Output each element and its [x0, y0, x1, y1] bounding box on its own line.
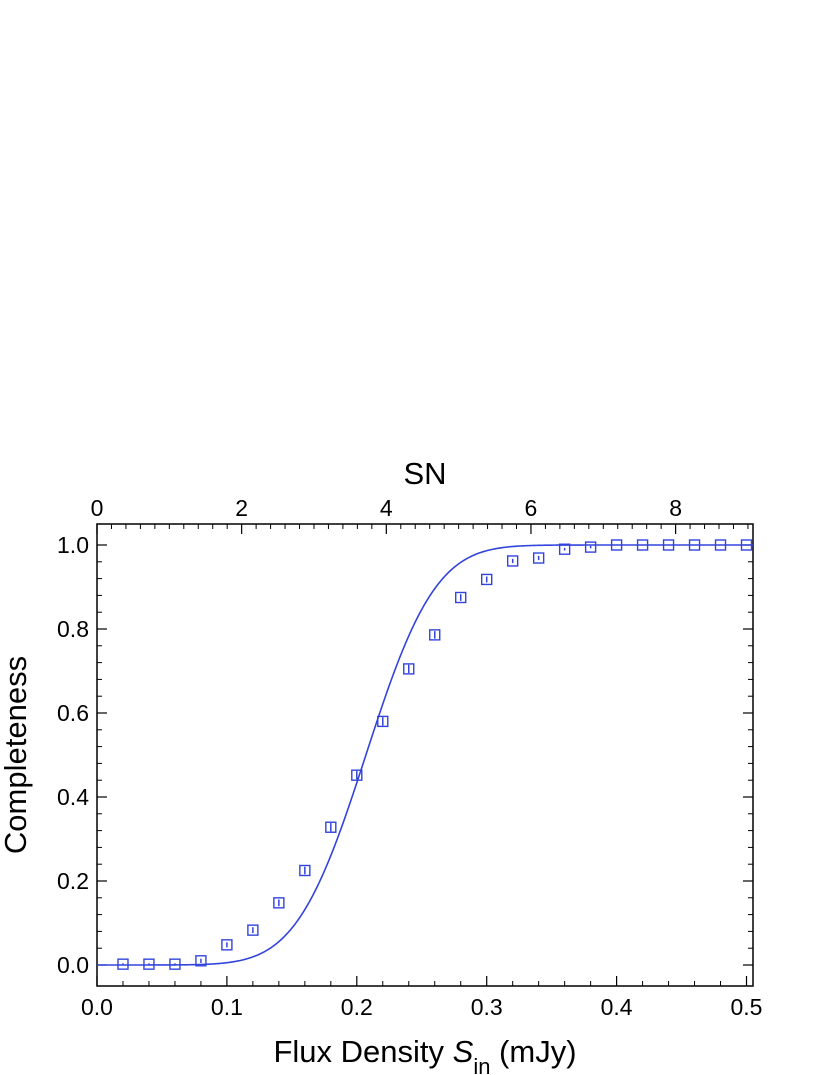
x-axis-title-subscript: in: [473, 1054, 490, 1075]
data-points: [117, 539, 753, 970]
y-tick-label: 0.4: [57, 784, 89, 810]
tick-labels: 0.0 0.1 0.2 0.3 0.4 0.5 0.0 0.2 0.4 0.6 0.8 1.00 2 4 6…: [57, 495, 762, 1020]
x-axis-title: Flux Density Sin (mJy): [273, 1034, 576, 1075]
y-axis-title: Completeness: [0, 656, 33, 854]
axis-ticks: [96, 524, 753, 986]
data-point: [195, 955, 207, 967]
data-point: [740, 539, 753, 551]
data-point: [325, 821, 337, 833]
x-tick-label: 0.1: [211, 994, 243, 1020]
data-point: [429, 629, 441, 641]
data-point: [221, 939, 233, 951]
data-point: [377, 715, 389, 728]
x-axis-title-symbol: S: [453, 1034, 474, 1069]
top-tick-label: 2: [235, 495, 248, 521]
plot-border: [96, 523, 754, 987]
plot-frame: [96, 523, 754, 987]
data-point: [506, 555, 519, 567]
data-point: [636, 539, 649, 551]
x-tick-label: 0.3: [471, 994, 503, 1020]
top-tick-label: 6: [525, 495, 538, 521]
data-point: [455, 591, 467, 604]
y-tick-label: 0.6: [57, 700, 89, 726]
fit-curve: [97, 544, 753, 966]
data-point: [584, 541, 597, 553]
data-point: [558, 543, 571, 555]
y-tick-label: 0.2: [57, 868, 89, 894]
data-point: [351, 769, 363, 781]
data-point: [247, 924, 259, 936]
x-axis-title-unit: (mJy): [490, 1034, 576, 1069]
data-point: [610, 539, 623, 551]
x-tick-label: 0.2: [341, 994, 373, 1020]
data-point: [169, 958, 181, 970]
data-point: [403, 663, 415, 675]
data-point: [714, 539, 727, 551]
data-point: [299, 864, 311, 877]
top-tick-label: 0: [91, 495, 104, 521]
x-tick-label: 0.4: [601, 994, 633, 1020]
data-point: [273, 897, 285, 909]
top-tick-label: 8: [669, 495, 682, 521]
y-tick-label: 1.0: [57, 532, 89, 558]
x-tick-label: 0.0: [81, 994, 113, 1020]
data-point: [117, 958, 129, 970]
top-tick-label: 4: [380, 495, 393, 521]
data-point: [662, 539, 675, 551]
x-axis-title-main: Flux Density: [273, 1034, 452, 1069]
data-point: [481, 573, 493, 586]
data-point: [143, 958, 155, 970]
y-tick-label: 0.8: [57, 616, 89, 642]
y-tick-label: 0.0: [57, 952, 89, 978]
top-axis-title: SN: [403, 456, 446, 491]
data-point: [532, 552, 545, 564]
data-point: [688, 539, 701, 551]
x-tick-label: 0.5: [731, 994, 763, 1020]
